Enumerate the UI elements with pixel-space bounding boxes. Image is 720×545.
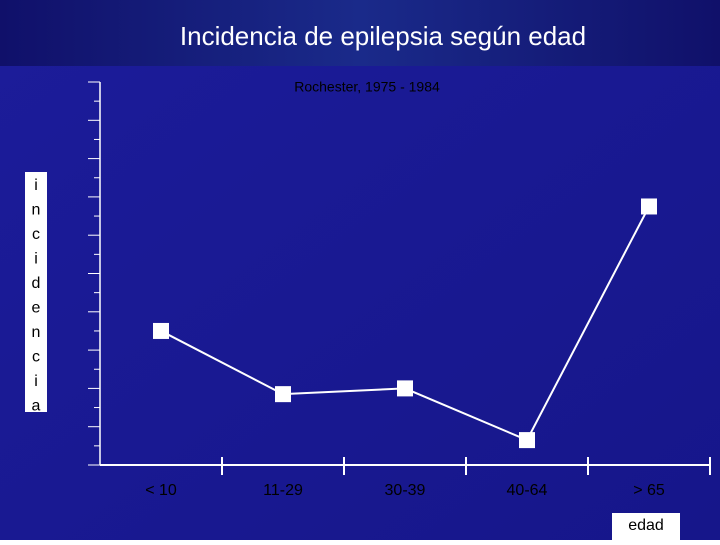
x-tick-label: < 10 <box>145 482 177 499</box>
x-label-box <box>612 513 680 540</box>
x-tick-label: 30-39 <box>385 482 426 499</box>
data-point <box>519 432 535 449</box>
x-tick-label: > 65 <box>633 482 665 499</box>
data-point <box>641 198 657 215</box>
data-point <box>397 380 413 397</box>
y-label-box <box>25 172 47 412</box>
chart-subtitle: Rochester, 1975 - 1984 <box>294 79 440 95</box>
data-point <box>153 322 169 339</box>
chart-title: Incidencia de epilepsia según edad <box>180 21 586 51</box>
x-tick-label: 11-29 <box>263 482 303 499</box>
data-point <box>275 386 291 403</box>
title-band <box>0 0 720 66</box>
x-axis-label: edad <box>628 517 664 534</box>
x-tick-label: 40-64 <box>507 482 548 499</box>
